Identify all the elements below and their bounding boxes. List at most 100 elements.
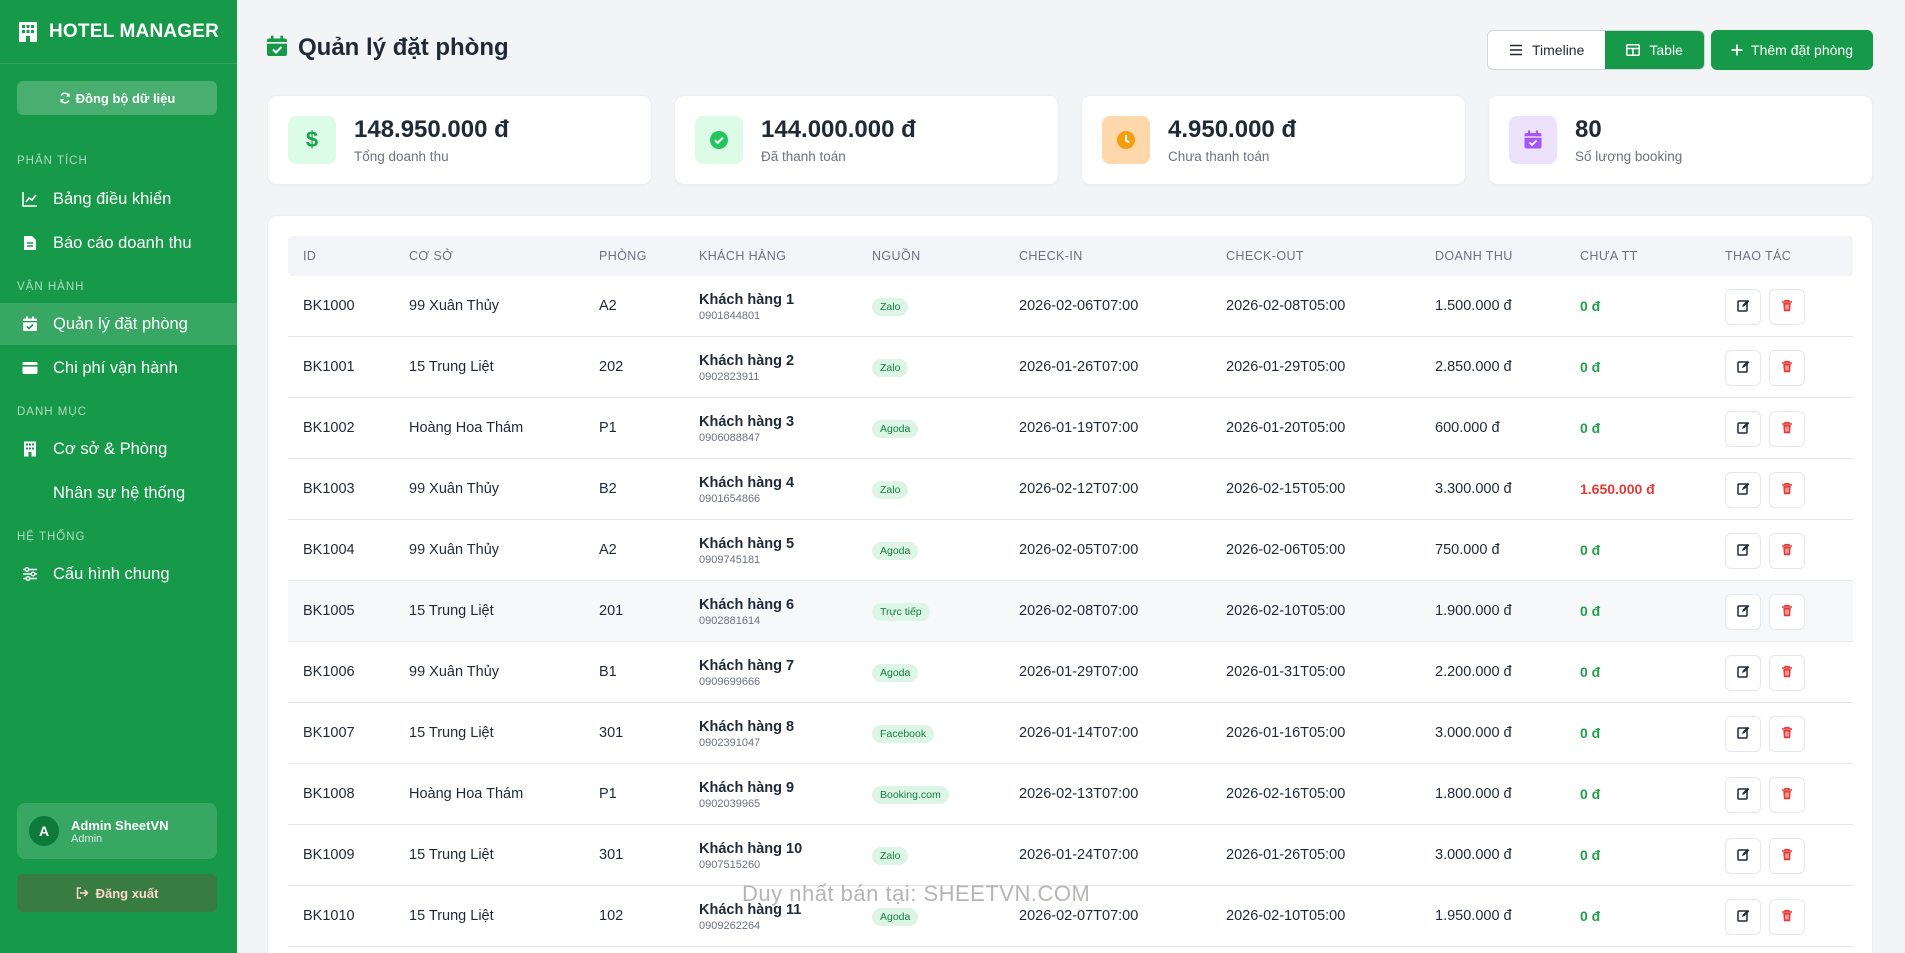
edit-button[interactable]	[1725, 594, 1761, 630]
stat-label: Đã thanh toán	[761, 149, 846, 164]
trash-icon	[1781, 665, 1793, 682]
column-header[interactable]: NGUỒN	[872, 249, 921, 263]
sync-data-button[interactable]: Đồng bộ dữ liệu	[17, 81, 217, 115]
revenue: 3.300.000 đ	[1435, 481, 1512, 497]
customer-phone: 0909699666	[699, 676, 761, 688]
booking-id: BK1005	[303, 603, 355, 619]
trash-icon	[1781, 787, 1793, 804]
column-header[interactable]: CHECK-OUT	[1226, 249, 1304, 263]
table-row: BK1009 15 Trung Liệt 301 Khách hàng 10 09075…	[288, 825, 1853, 886]
sign-out-icon	[76, 887, 89, 899]
room: 301	[599, 847, 624, 863]
stat-card-total-revenue: $ 148.950.000 đ Tổng doanh thu	[267, 95, 652, 185]
edit-button[interactable]	[1725, 472, 1761, 508]
column-header[interactable]: CHECK-IN	[1019, 249, 1083, 263]
revenue: 1.800.000 đ	[1435, 786, 1512, 802]
customer-phone: 0907515260	[699, 859, 761, 871]
bookings-table: ID CƠ SỞ PHÒNG KHÁCH HÀNG NGUỒN CHECK-IN…	[267, 215, 1873, 953]
revenue: 750.000 đ	[1435, 542, 1500, 558]
chart-line-icon	[22, 191, 38, 207]
nav-item-facilities-rooms[interactable]: Cơ sở & Phòng	[0, 428, 237, 470]
customer-name: Khách hàng 1	[699, 292, 795, 308]
edit-button[interactable]	[1725, 411, 1761, 447]
stat-value: 4.950.000 đ	[1168, 116, 1297, 143]
nav-item-booking-management[interactable]: Quản lý đặt phòng	[0, 303, 237, 345]
timeline-view-button[interactable]: Timeline	[1488, 31, 1605, 69]
delete-button[interactable]	[1769, 533, 1805, 569]
edit-button[interactable]	[1725, 838, 1761, 874]
edit-button[interactable]	[1725, 533, 1761, 569]
branch: 15 Trung Liệt	[409, 725, 494, 741]
branch: 99 Xuân Thủy	[409, 298, 500, 314]
nav-item-dashboard[interactable]: Bảng điều khiển	[0, 178, 237, 220]
edit-icon	[1736, 665, 1750, 682]
table-row: BK1002 Hoàng Hoa Thám P1 Khách hàng 3 090608…	[288, 398, 1853, 459]
logout-button[interactable]: Đăng xuất	[17, 874, 217, 912]
check-in: 2026-02-12T07:00	[1019, 481, 1139, 497]
delete-button[interactable]	[1769, 350, 1805, 386]
app-title: HOTEL MANAGER	[49, 20, 220, 42]
unpaid-amount: 0 đ	[1580, 847, 1601, 863]
column-header[interactable]: CƠ SỞ	[409, 249, 454, 263]
sliders-icon	[22, 566, 38, 582]
column-header[interactable]: PHÒNG	[599, 249, 647, 263]
nav-item-system-staff[interactable]: Nhân sự hệ thống	[0, 472, 237, 514]
check-out: 2026-02-06T05:00	[1226, 542, 1346, 558]
delete-button[interactable]	[1769, 594, 1805, 630]
add-booking-button[interactable]: Thêm đặt phòng	[1711, 30, 1873, 70]
table-row: BK1006 99 Xuân Thủy B1 Khách hàng 7 09096996…	[288, 642, 1853, 703]
stat-label: Số lượng booking	[1575, 149, 1683, 164]
delete-button[interactable]	[1769, 777, 1805, 813]
calendar-check-icon	[1509, 116, 1557, 164]
delete-button[interactable]	[1769, 289, 1805, 325]
column-header[interactable]: KHÁCH HÀNG	[699, 249, 787, 263]
unpaid-amount: 0 đ	[1580, 542, 1601, 558]
edit-icon	[1736, 909, 1750, 926]
room: B1	[599, 664, 617, 680]
delete-button[interactable]	[1769, 655, 1805, 691]
nav-item-operating-costs[interactable]: Chi phí vận hành	[0, 347, 237, 389]
check-out: 2026-01-20T05:00	[1226, 420, 1346, 436]
source-badge: Zalo	[872, 481, 909, 499]
booking-id: BK1003	[303, 481, 355, 497]
column-header[interactable]: ID	[303, 249, 317, 263]
booking-id: BK1000	[303, 298, 355, 314]
column-header[interactable]: CHƯA TT	[1580, 249, 1638, 263]
nav-item-label: Cấu hình chung	[53, 564, 170, 583]
edit-button[interactable]	[1725, 777, 1761, 813]
table-view-button[interactable]: Table	[1605, 31, 1704, 69]
edit-button[interactable]	[1725, 350, 1761, 386]
edit-button[interactable]	[1725, 289, 1761, 325]
edit-button[interactable]	[1725, 655, 1761, 691]
calendar-check-icon	[22, 316, 38, 332]
edit-button[interactable]	[1725, 899, 1761, 935]
customer-phone: 0902881614	[699, 615, 761, 627]
source-badge: Zalo	[872, 359, 909, 377]
edit-icon	[1736, 848, 1750, 865]
customer-phone: 0901844801	[699, 310, 761, 322]
check-in: 2026-01-26T07:00	[1019, 359, 1139, 375]
check-in: 2026-02-05T07:00	[1019, 542, 1139, 558]
check-out: 2026-01-16T05:00	[1226, 725, 1346, 741]
delete-button[interactable]	[1769, 838, 1805, 874]
branch: Hoàng Hoa Thám	[409, 420, 524, 436]
delete-button[interactable]	[1769, 411, 1805, 447]
customer-phone: 0902391047	[699, 737, 761, 749]
svg-text:$: $	[306, 129, 318, 151]
unpaid-amount: 0 đ	[1580, 603, 1601, 619]
nav-item-label: Báo cáo doanh thu	[53, 233, 192, 252]
delete-button[interactable]	[1769, 472, 1805, 508]
clock-icon	[1102, 116, 1150, 164]
edit-button[interactable]	[1725, 716, 1761, 752]
trash-icon	[1781, 848, 1793, 865]
delete-button[interactable]	[1769, 716, 1805, 752]
room: 201	[599, 603, 624, 619]
nav-item-general-config[interactable]: Cấu hình chung	[0, 553, 237, 595]
booking-id: BK1001	[303, 359, 355, 375]
check-out: 2026-01-29T05:00	[1226, 359, 1346, 375]
check-in: 2026-02-13T07:00	[1019, 786, 1139, 802]
unpaid-amount: 1.650.000 đ	[1580, 481, 1655, 497]
nav-item-revenue-report[interactable]: Báo cáo doanh thu	[0, 222, 237, 264]
column-header[interactable]: DOANH THU	[1435, 249, 1513, 263]
delete-button[interactable]	[1769, 899, 1805, 935]
